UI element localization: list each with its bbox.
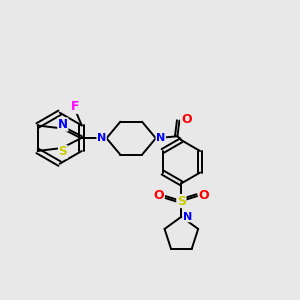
Text: F: F xyxy=(71,100,79,113)
Text: N: N xyxy=(58,118,68,131)
Text: S: S xyxy=(177,194,186,208)
Text: O: O xyxy=(154,189,164,202)
Text: N: N xyxy=(97,133,106,143)
Text: N: N xyxy=(183,212,192,222)
Text: O: O xyxy=(199,189,209,202)
Text: S: S xyxy=(58,146,67,158)
Text: O: O xyxy=(181,113,192,126)
Text: N: N xyxy=(156,133,165,143)
